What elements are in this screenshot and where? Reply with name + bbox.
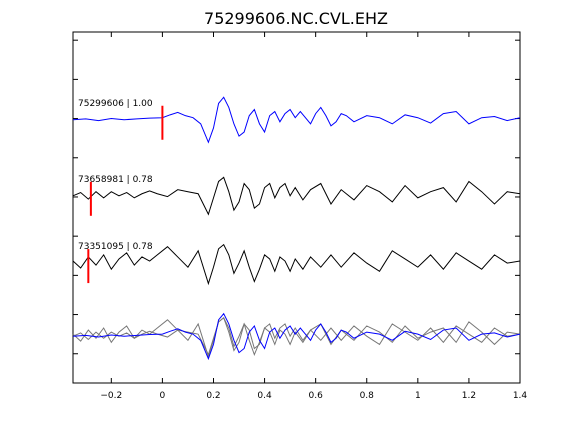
chart-title: 75299606.NC.CVL.EHZ: [204, 9, 388, 28]
overlay-line-1: [72, 316, 521, 356]
trace-line-0: [72, 96, 521, 144]
trace-label-0: 75299606 | 1.00: [78, 99, 153, 109]
trace-line-1: [72, 176, 521, 216]
overlay-line-0: [72, 312, 521, 361]
x-tick-label: −0.2: [100, 391, 122, 401]
x-tick-label: 0.6: [308, 391, 323, 401]
trace-line-2: [72, 243, 521, 286]
overlay-line-2: [72, 316, 521, 359]
x-tick-labels: −0.2 0 0.2 0.4 0.6 0.8 1 1.2 1.4: [100, 391, 527, 401]
trace-label-1: 73658981 | 0.78: [78, 175, 153, 185]
overlay-group: [72, 312, 521, 361]
x-tick-label: 0.2: [206, 391, 220, 401]
trace-group: 75299606 | 1.00 73658981 | 0.78 73351095 |…: [72, 96, 521, 286]
axis-ticks: [73, 32, 521, 383]
plot-area-frame: [72, 31, 521, 384]
x-tick-label: 0.4: [257, 391, 272, 401]
trace-label-2: 73351095 | 0.78: [78, 242, 153, 252]
x-tick-label: 1.4: [513, 391, 528, 401]
x-tick-label: 0: [160, 391, 166, 401]
x-tick-label: 0.8: [360, 391, 375, 401]
x-tick-label: 1.2: [462, 391, 476, 401]
x-tick-label: 1: [415, 391, 421, 401]
